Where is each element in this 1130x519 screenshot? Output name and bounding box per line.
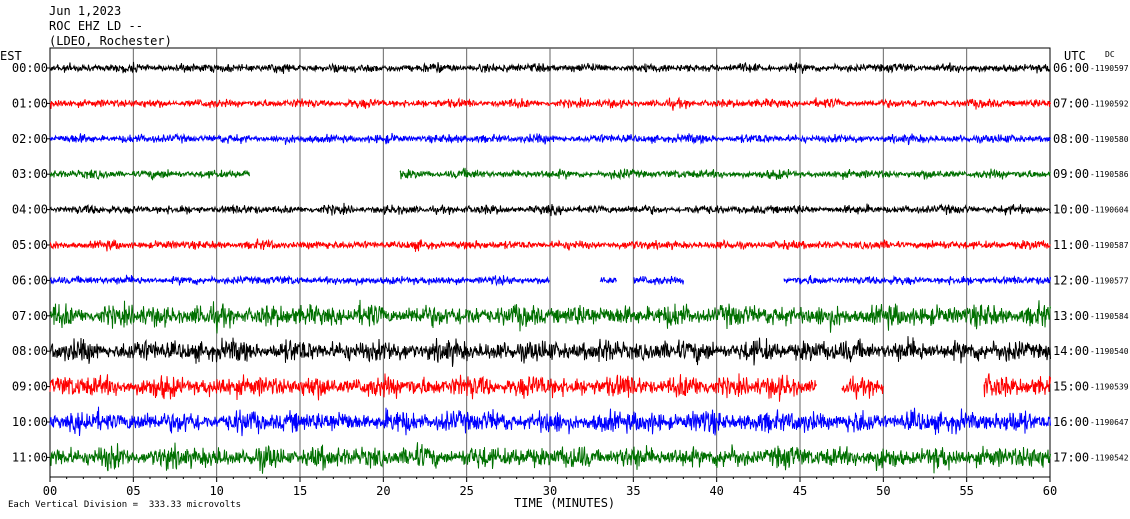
dc-value-15:00: -1190539 <box>1090 383 1129 392</box>
x-tick-label-40: 40 <box>709 484 723 498</box>
est-label-06:00: 06:00 <box>12 273 48 287</box>
trace-row-06:00 <box>49 274 1051 287</box>
dc-value-08:00: -1190580 <box>1090 135 1129 144</box>
utc-label-13:00: 13:00 <box>1053 309 1089 323</box>
utc-label-16:00: 16:00 <box>1053 415 1089 429</box>
x-tick-label-00: 00 <box>43 484 57 498</box>
utc-label-10:00: 10:00 <box>1053 203 1089 217</box>
trace-row-05:00 <box>49 238 1051 252</box>
trace-row-00:00 <box>49 61 1051 74</box>
utc-label-11:00: 11:00 <box>1053 238 1089 252</box>
dc-value-10:00: -1190604 <box>1090 206 1129 215</box>
trace-row-11:00 <box>49 442 1051 474</box>
x-tick-label-30: 30 <box>543 484 557 498</box>
x-tick-label-60: 60 <box>1043 484 1057 498</box>
trace-row-07:00 <box>49 299 1051 334</box>
x-tick-label-25: 25 <box>459 484 473 498</box>
est-label-07:00: 07:00 <box>12 309 48 323</box>
utc-label-08:00: 08:00 <box>1053 132 1089 146</box>
est-label-11:00: 11:00 <box>12 450 48 464</box>
est-label-02:00: 02:00 <box>12 132 48 146</box>
x-tick-label-35: 35 <box>626 484 640 498</box>
x-tick-label-55: 55 <box>959 484 973 498</box>
trace-row-08:00 <box>49 336 1051 367</box>
dc-value-13:00: -1190584 <box>1090 312 1129 321</box>
dc-value-12:00: -1190577 <box>1090 276 1129 285</box>
utc-label-12:00: 12:00 <box>1053 273 1089 287</box>
vertical-division-note: Each Vertical Division = 333.33 microvol… <box>8 500 241 510</box>
est-label-09:00: 09:00 <box>12 380 48 394</box>
utc-label-09:00: 09:00 <box>1053 167 1089 181</box>
trace-row-10:00 <box>49 406 1051 437</box>
trace-row-01:00 <box>49 96 1051 111</box>
x-tick-label-10: 10 <box>209 484 223 498</box>
dc-value-09:00: -1190586 <box>1090 170 1129 179</box>
utc-label-15:00: 15:00 <box>1053 380 1089 394</box>
x-tick-label-15: 15 <box>293 484 307 498</box>
dc-value-16:00: -1190647 <box>1090 418 1129 427</box>
est-axis-label: EST <box>0 49 22 63</box>
x-tick-label-50: 50 <box>876 484 890 498</box>
est-label-10:00: 10:00 <box>12 415 48 429</box>
x-axis-title: TIME (MINUTES) <box>514 496 616 510</box>
trace-row-02:00 <box>49 132 1051 146</box>
est-label-00:00: 00:00 <box>12 61 48 75</box>
chart-network: (LDEO, Rochester) <box>49 34 172 48</box>
dc-axis-label: DC <box>1105 50 1115 59</box>
dc-value-07:00: -1190592 <box>1090 99 1129 108</box>
est-label-05:00: 05:00 <box>12 238 48 252</box>
x-tick-label-20: 20 <box>376 484 390 498</box>
trace-row-09:00 <box>49 373 1051 402</box>
est-label-01:00: 01:00 <box>12 96 48 110</box>
trace-row-03:00 <box>49 167 1051 181</box>
est-label-08:00: 08:00 <box>12 344 48 358</box>
utc-label-17:00: 17:00 <box>1053 450 1089 464</box>
chart-date: Jun 1,2023 <box>49 4 122 18</box>
est-label-03:00: 03:00 <box>12 167 48 181</box>
dc-value-17:00: -1190542 <box>1090 453 1129 462</box>
trace-row-04:00 <box>50 202 1051 217</box>
utc-label-07:00: 07:00 <box>1053 96 1089 110</box>
dc-value-06:00: -1190597 <box>1090 64 1129 73</box>
chart-station: ROC EHZ LD -- <box>49 19 143 33</box>
x-tick-label-05: 05 <box>126 484 140 498</box>
dc-value-14:00: -1190540 <box>1090 347 1129 356</box>
utc-axis-label: UTC <box>1064 49 1086 63</box>
x-tick-label-45: 45 <box>793 484 807 498</box>
est-label-04:00: 04:00 <box>12 203 48 217</box>
utc-label-06:00: 06:00 <box>1053 61 1089 75</box>
dc-value-11:00: -1190587 <box>1090 241 1129 250</box>
utc-label-14:00: 14:00 <box>1053 344 1089 358</box>
